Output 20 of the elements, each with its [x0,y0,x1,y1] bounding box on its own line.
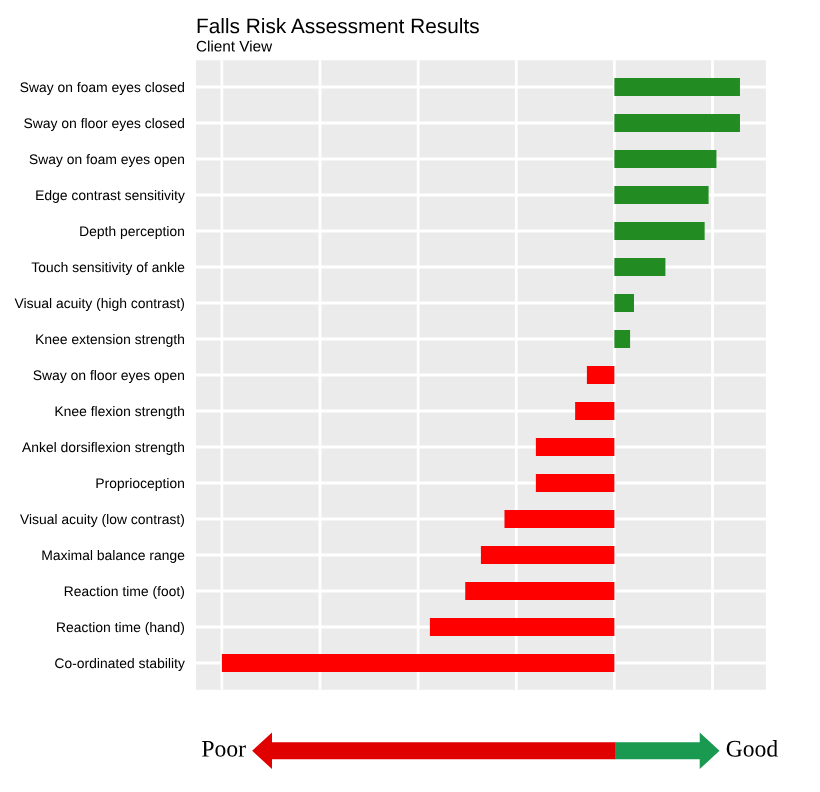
bar [614,258,666,277]
bar [614,150,717,169]
bar [614,330,631,349]
bar [575,402,615,421]
bar [614,186,709,205]
bar [535,474,615,493]
bar [465,582,615,601]
bar [614,222,705,241]
text: Poor [202,741,246,757]
bar [504,510,615,529]
bar [614,294,634,313]
bar [614,114,740,133]
bar [614,78,740,97]
bar [586,366,615,385]
chart-title: Falls Risk Assessment Results [197,18,479,34]
bar [480,546,615,565]
bar [535,438,615,457]
bar [221,654,615,673]
bar [429,618,615,637]
text: Good [726,740,778,757]
